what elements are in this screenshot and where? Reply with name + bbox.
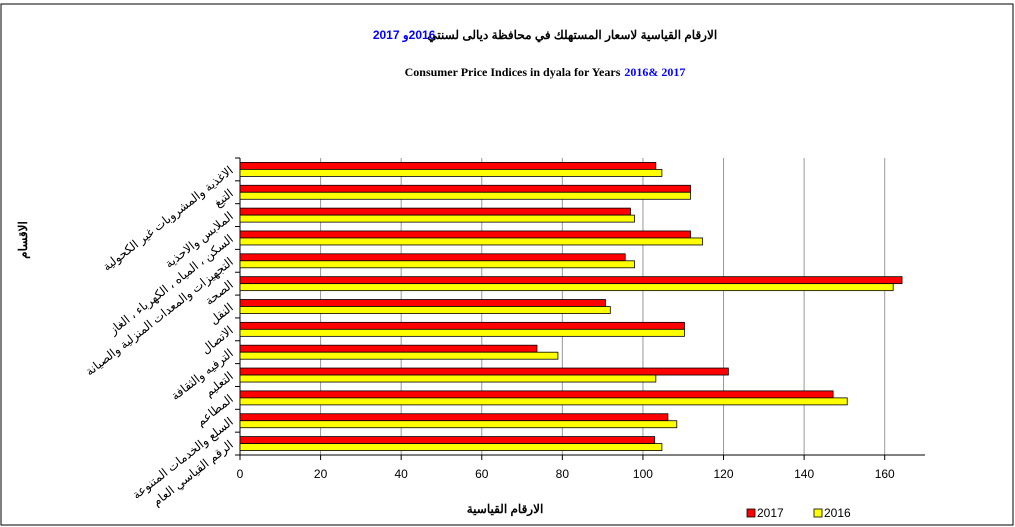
x-tick-label: 120 — [714, 467, 734, 481]
bar — [239, 237, 703, 246]
bar — [239, 276, 903, 285]
bar — [239, 184, 691, 193]
x-tick-label: 100 — [633, 467, 653, 481]
bar — [239, 169, 663, 177]
bar — [239, 230, 691, 239]
bar — [239, 306, 611, 314]
bar — [239, 436, 656, 444]
subtitle-years: 2016& 2017 — [624, 65, 685, 79]
bar — [239, 328, 685, 337]
bar — [239, 321, 685, 330]
x-tick-label: 0 — [237, 467, 244, 481]
x-tick-label: 160 — [875, 467, 895, 481]
x-axis-label: الارقام القياسية — [467, 502, 544, 517]
bar — [239, 397, 848, 406]
legend-label: 2017 — [757, 506, 784, 520]
x-tick-label: 40 — [394, 467, 408, 481]
title-text: الارقام القياسية لاسعار المستهلك في محاف… — [427, 28, 717, 43]
chart-subtitle: Consumer Price Indices in dyala for Year… — [405, 65, 686, 79]
x-tick-label: 140 — [794, 467, 814, 481]
bar — [239, 351, 559, 360]
legend-swatch — [746, 508, 756, 518]
bar — [239, 344, 538, 353]
bar — [239, 374, 657, 383]
x-tick-label: 60 — [475, 467, 489, 481]
bar — [239, 420, 678, 429]
bar — [239, 443, 663, 451]
legend-label: 2016 — [824, 506, 851, 520]
subtitle-text: Consumer Price Indices in dyala for Year… — [405, 65, 621, 79]
y-axis-label: الاقسام — [16, 221, 31, 259]
legend-swatch — [813, 508, 823, 518]
bar — [239, 413, 669, 422]
bar — [239, 299, 606, 307]
bar — [239, 390, 834, 399]
bar — [239, 162, 657, 170]
bar — [239, 283, 894, 292]
chart-title: الارقام القياسية لاسعار المستهلك في محاف… — [373, 28, 717, 43]
bar — [239, 253, 626, 262]
bar — [239, 367, 729, 376]
bar — [239, 191, 691, 200]
x-tick-label: 20 — [314, 467, 328, 481]
x-tick-label: 80 — [556, 467, 570, 481]
bar — [239, 260, 635, 269]
bar — [239, 214, 635, 223]
title-years: 2016و 2017 — [373, 28, 436, 43]
bar — [239, 207, 631, 216]
